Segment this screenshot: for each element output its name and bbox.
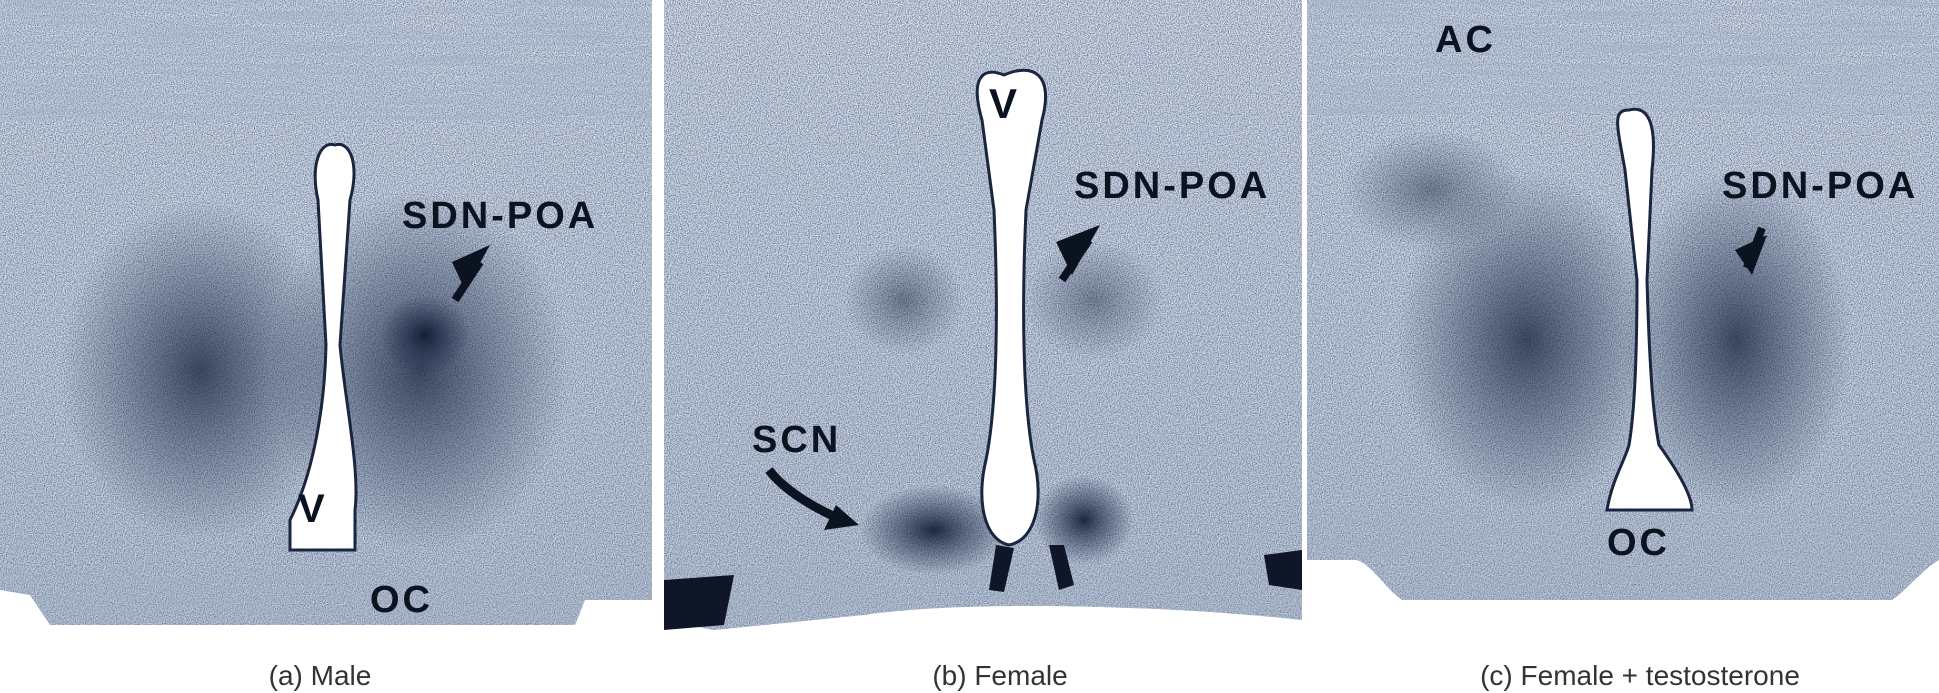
micrograph-female-testosterone: AC SDN-POA OC: [1307, 0, 1939, 600]
caption-female-testosterone: (c) Female + testosterone: [1480, 660, 1800, 691]
label-ventricle: V: [298, 487, 325, 531]
micrograph-male: SDN-POA V OC: [0, 0, 652, 625]
label-sdn-poa: SDN-POA: [402, 195, 598, 237]
label-sdn-poa: SDN-POA: [1722, 165, 1918, 207]
label-ventricle: V: [989, 80, 1017, 127]
label-anterior-commissure: AC: [1435, 19, 1496, 61]
label-scn: SCN: [752, 419, 841, 461]
panel-female: V SDN-POA SCN: [664, 0, 1302, 640]
caption-female: (b) Female: [932, 660, 1068, 691]
label-sdn-poa: SDN-POA: [1074, 165, 1270, 207]
label-optic-chiasm: OC: [370, 579, 433, 621]
label-optic-chiasm: OC: [1607, 522, 1670, 564]
panel-male: SDN-POA V OC: [0, 0, 652, 640]
caption-male: (a) Male: [268, 660, 372, 691]
panel-female-testosterone: AC SDN-POA OC: [1307, 0, 1939, 640]
micrograph-female: V SDN-POA SCN: [664, 0, 1302, 630]
